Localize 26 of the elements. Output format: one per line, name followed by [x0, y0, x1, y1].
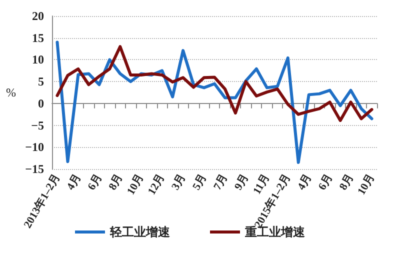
- y-tick-label: 0: [38, 96, 44, 110]
- x-tick-label: 7月: [212, 172, 230, 192]
- x-tick-label: 9月: [232, 172, 252, 192]
- y-tick-label: 20: [32, 9, 44, 23]
- line-series: [56, 45, 374, 122]
- x-tick-label: 3月: [170, 172, 188, 192]
- y-tick-label: −15: [25, 162, 44, 176]
- x-tick-label: 4月: [64, 172, 84, 192]
- x-tick-label: 4月: [295, 172, 314, 192]
- y-tick-label: 10: [32, 52, 44, 67]
- x-tick-label: 6月: [86, 172, 104, 192]
- legend-label: 轻工业增速: [109, 225, 171, 239]
- x-tick-label: 8月: [337, 172, 356, 192]
- y-tick-label: −5: [31, 118, 44, 132]
- x-tick-label: 10月: [124, 172, 146, 198]
- y-tick-label: 15: [32, 30, 44, 45]
- y-tick-label: −10: [25, 140, 44, 154]
- y-axis-title: %: [6, 86, 16, 100]
- x-tick-label: 8月: [106, 172, 126, 192]
- x-tick-label: 11月: [251, 172, 272, 197]
- x-tick-label: 5月: [190, 172, 210, 192]
- x-tick-label: 6月: [316, 172, 336, 192]
- y-tick-label: 5: [38, 74, 44, 89]
- x-tick-label: 12月: [146, 172, 168, 198]
- line-series: [56, 40, 374, 164]
- x-tick-label: 10月: [356, 172, 377, 198]
